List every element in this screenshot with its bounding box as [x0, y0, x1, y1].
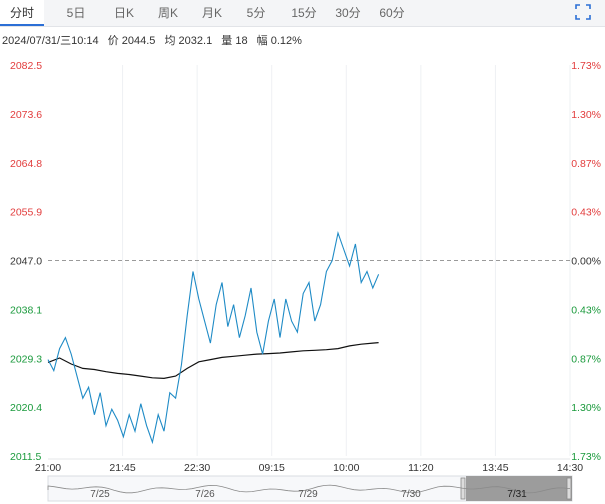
tab-daily-k[interactable]: 日K	[113, 6, 134, 20]
navigator-date-label: 7/31	[507, 489, 527, 500]
price-tick-label: 2020.4	[10, 402, 42, 414]
time-tick-label: 14:30	[557, 462, 583, 474]
percent-tick-label: 1.73%	[571, 60, 601, 72]
percent-tick-label: 1.30%	[571, 402, 601, 414]
navigator-date-label: 7/26	[195, 489, 215, 500]
chart-grid	[48, 65, 571, 456]
info-vol: 18	[235, 35, 248, 47]
tab-fenshi[interactable]: 分时	[0, 0, 44, 26]
navigator-sparkline	[47, 484, 571, 494]
price-tick-label: 2082.5	[10, 60, 42, 72]
percent-tick-label: 1.73%	[571, 451, 601, 463]
percent-tick-label: 1.30%	[571, 109, 601, 121]
time-tick-label: 11:20	[408, 462, 434, 474]
time-tick-label: 21:00	[35, 462, 61, 474]
price-tick-label: 2011.5	[10, 451, 41, 463]
time-tick-label: 22:30	[184, 462, 210, 474]
price-tick-label: 2055.9	[10, 207, 42, 219]
info-price: 2044.5	[121, 35, 156, 47]
time-tick-label: 09:15	[259, 462, 285, 474]
tab-15min[interactable]: 15分	[291, 6, 317, 20]
price-tick-label: 2073.6	[10, 109, 42, 121]
price-tick-label: 2038.1	[10, 304, 42, 316]
quote-info-bar: 2024/07/31/三10:14 价 2044.5 均 2032.1 量 18…	[2, 32, 308, 48]
tab-5min[interactable]: 5分	[246, 6, 266, 20]
tab-60min[interactable]: 60分	[379, 6, 405, 20]
info-change-label: 幅	[256, 35, 268, 47]
info-price-label: 价	[107, 35, 119, 47]
time-axis-labels: 21:00 21:45 22:30 09:15 10:00 11:20 13:45 14:30	[35, 458, 583, 474]
tab-5day[interactable]: 5日	[66, 6, 86, 20]
price-axis-labels: 2082.5 2073.6 2064.8 2055.9 2047.0 2038.1 2029…	[10, 60, 42, 463]
percent-tick-label: 0.87%	[571, 353, 601, 365]
price-line	[47, 230, 380, 445]
percent-tick-label: 0.87%	[571, 158, 601, 170]
percent-tick-label: 0.43%	[571, 207, 601, 219]
percent-tick-label: 0.00%	[571, 256, 601, 268]
price-tick-label: 2064.8	[10, 158, 42, 170]
tab-monthly-k[interactable]: 月K	[201, 6, 222, 20]
period-tabs: 分时 5日 日K 周K 月K 5分 15分 30分 60分	[0, 0, 605, 27]
navigator-date-label: 7/29	[298, 489, 318, 500]
date-navigator[interactable]: 7/25 7/26 7/29 7/30 7/31	[47, 475, 573, 502]
time-tick-label: 10:00	[333, 462, 359, 474]
info-change: 0.12%	[270, 35, 302, 47]
price-tick-label: 2029.3	[10, 353, 42, 365]
time-tick-label: 21:45	[109, 462, 135, 474]
fullscreen-icon[interactable]	[575, 4, 591, 20]
tab-30min[interactable]: 30分	[335, 6, 361, 20]
navigator-date-label: 7/30	[401, 489, 421, 500]
info-avg-label: 均	[164, 35, 176, 47]
price-tick-label: 2047.0	[10, 256, 42, 268]
navigator-date-label: 7/25	[90, 489, 110, 500]
info-datetime: 2024/07/31/三10:14	[2, 35, 99, 47]
average-price-line	[47, 342, 379, 380]
time-tick-label: 13:45	[482, 462, 508, 474]
info-avg: 2032.1	[178, 35, 213, 47]
percent-tick-label: 0.43%	[571, 304, 601, 316]
percent-axis-labels: 1.73% 1.30% 0.87% 0.43% 0.00% 0.43% 0.87% 1.30%…	[571, 60, 601, 463]
info-vol-label: 量	[221, 35, 233, 47]
tab-weekly-k[interactable]: 周K	[157, 6, 178, 20]
